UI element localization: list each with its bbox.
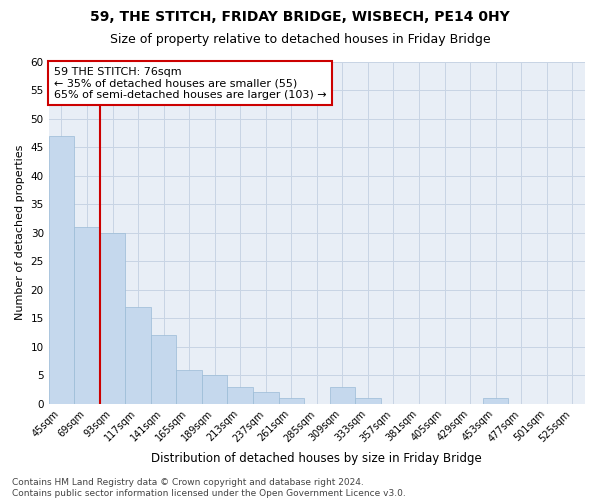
Bar: [278, 398, 304, 404]
Bar: [151, 336, 176, 404]
Bar: [227, 386, 253, 404]
Bar: [355, 398, 380, 404]
Text: 59, THE STITCH, FRIDAY BRIDGE, WISBECH, PE14 0HY: 59, THE STITCH, FRIDAY BRIDGE, WISBECH, …: [90, 10, 510, 24]
Bar: [202, 376, 227, 404]
Bar: [329, 386, 355, 404]
Text: Size of property relative to detached houses in Friday Bridge: Size of property relative to detached ho…: [110, 32, 490, 46]
Bar: [176, 370, 202, 404]
X-axis label: Distribution of detached houses by size in Friday Bridge: Distribution of detached houses by size …: [151, 452, 482, 465]
Bar: [74, 227, 100, 404]
Bar: [253, 392, 278, 404]
Y-axis label: Number of detached properties: Number of detached properties: [15, 145, 25, 320]
Text: 59 THE STITCH: 76sqm
← 35% of detached houses are smaller (55)
65% of semi-detac: 59 THE STITCH: 76sqm ← 35% of detached h…: [54, 66, 326, 100]
Bar: [125, 307, 151, 404]
Bar: [49, 136, 74, 404]
Bar: [100, 232, 125, 404]
Text: Contains HM Land Registry data © Crown copyright and database right 2024.
Contai: Contains HM Land Registry data © Crown c…: [12, 478, 406, 498]
Bar: [483, 398, 508, 404]
